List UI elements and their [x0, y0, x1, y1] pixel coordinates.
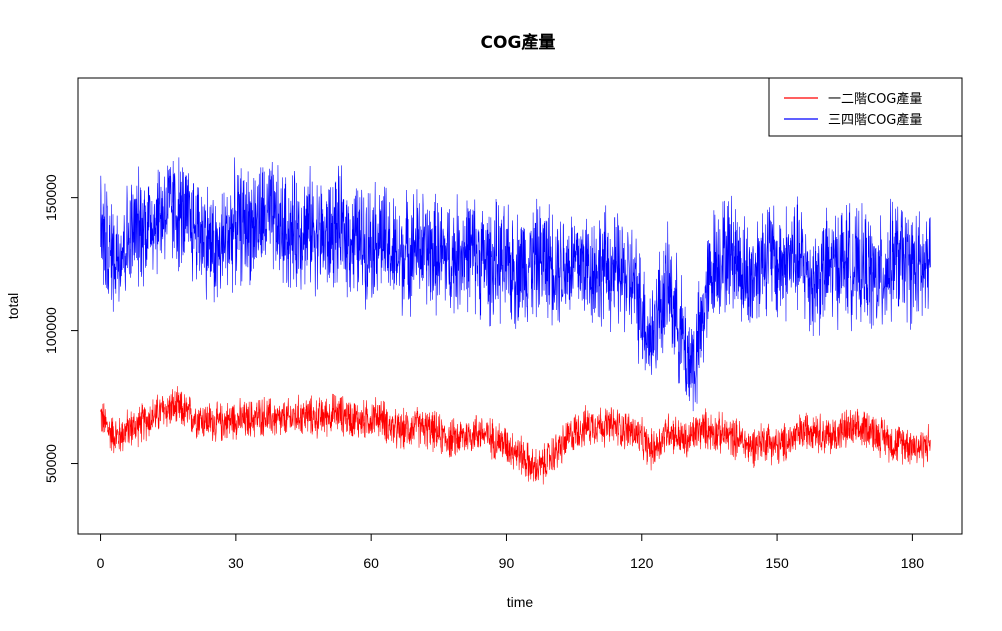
x-tick-label: 0: [97, 555, 105, 571]
legend-label-series-1: 一二階COG產量: [828, 91, 922, 107]
chart-title: COG產量: [481, 32, 556, 53]
x-tick-label: 180: [901, 555, 925, 571]
series-1-line: [100, 386, 931, 485]
y-tick-label: 100000: [43, 307, 59, 354]
legend: 一二階COG產量 三四階COG產量: [768, 77, 963, 137]
y-axis-label: total: [5, 293, 21, 319]
y-axis: 50000 100000 150000: [43, 174, 79, 483]
x-tick-label: 30: [228, 555, 244, 571]
series-2-line: [100, 157, 931, 412]
series-layer: [100, 157, 931, 485]
legend-label-series-2: 三四階COG產量: [828, 112, 922, 128]
x-tick-label: 150: [765, 555, 789, 571]
legend-box: [768, 77, 963, 137]
x-tick-label: 120: [630, 555, 654, 571]
x-axis-label: time: [507, 594, 534, 610]
plot-frame: [77, 77, 963, 535]
x-tick-label: 60: [363, 555, 379, 571]
y-tick-label: 150000: [43, 174, 59, 221]
y-tick-label: 50000: [43, 444, 59, 483]
x-tick-label: 90: [499, 555, 515, 571]
x-axis: 0 30 60 90 120 150 180: [97, 533, 925, 571]
